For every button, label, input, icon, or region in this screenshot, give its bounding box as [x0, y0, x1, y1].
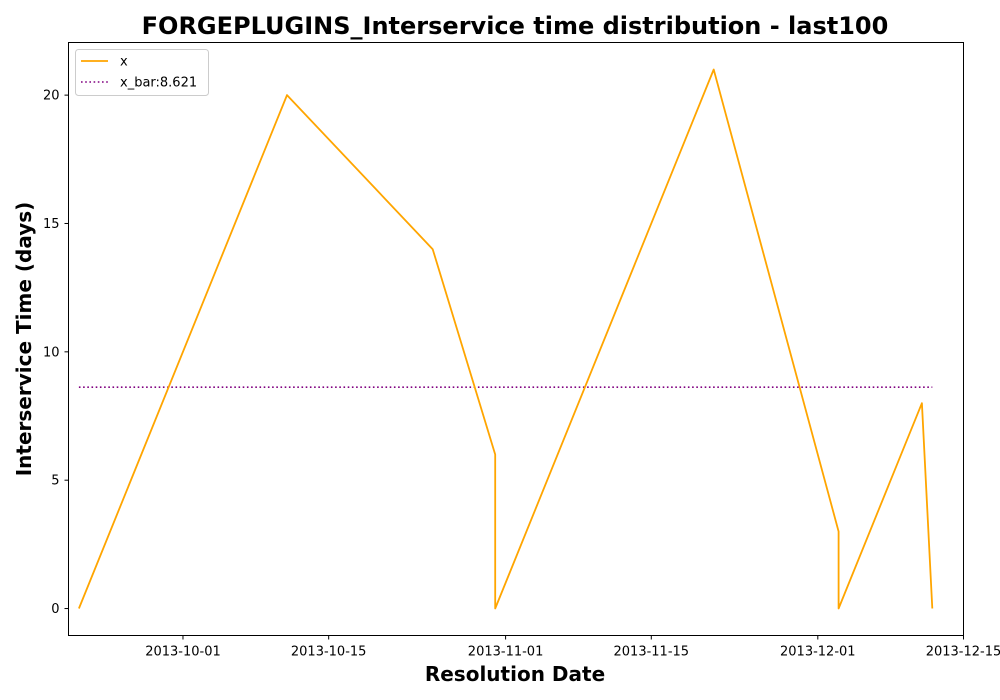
x-tick-label-4: 2013-12-01	[780, 645, 856, 660]
x-tick-label-5: 2013-12-15	[926, 645, 1000, 660]
y-tick-label-1: 5	[51, 474, 59, 489]
plot-area	[78, 68, 934, 610]
x-tick-label-1: 2013-10-15	[291, 645, 367, 660]
y-tick-label-4: 20	[43, 89, 60, 104]
legend-label-0: x	[120, 55, 128, 70]
x-tick-label-2: 2013-11-01	[468, 645, 544, 660]
x-tick-label-3: 2013-11-15	[614, 645, 690, 660]
y-axis-ticks: 0 5 10 15 20	[43, 89, 69, 617]
x-axis-ticks: 2013-10-01 2013-10-15 2013-11-01 2013-11-15…	[145, 635, 1000, 660]
plot-frame	[68, 42, 964, 636]
x-tick-label-0: 2013-10-01	[145, 645, 221, 660]
y-tick-label-3: 15	[43, 217, 60, 232]
series-line-0	[78, 68, 934, 610]
x-axis-label: Resolution Date	[425, 662, 605, 686]
y-tick-label-2: 10	[43, 345, 60, 360]
legend-label-1: x_bar:8.621	[120, 76, 197, 91]
legend: x x_bar:8.621	[75, 49, 209, 96]
y-tick-label-0: 0	[51, 602, 59, 617]
legend-box	[75, 49, 209, 96]
y-axis-label: Interservice Time (days)	[12, 202, 36, 477]
chart-title: FORGEPLUGINS_Interservice time distribut…	[142, 12, 889, 40]
